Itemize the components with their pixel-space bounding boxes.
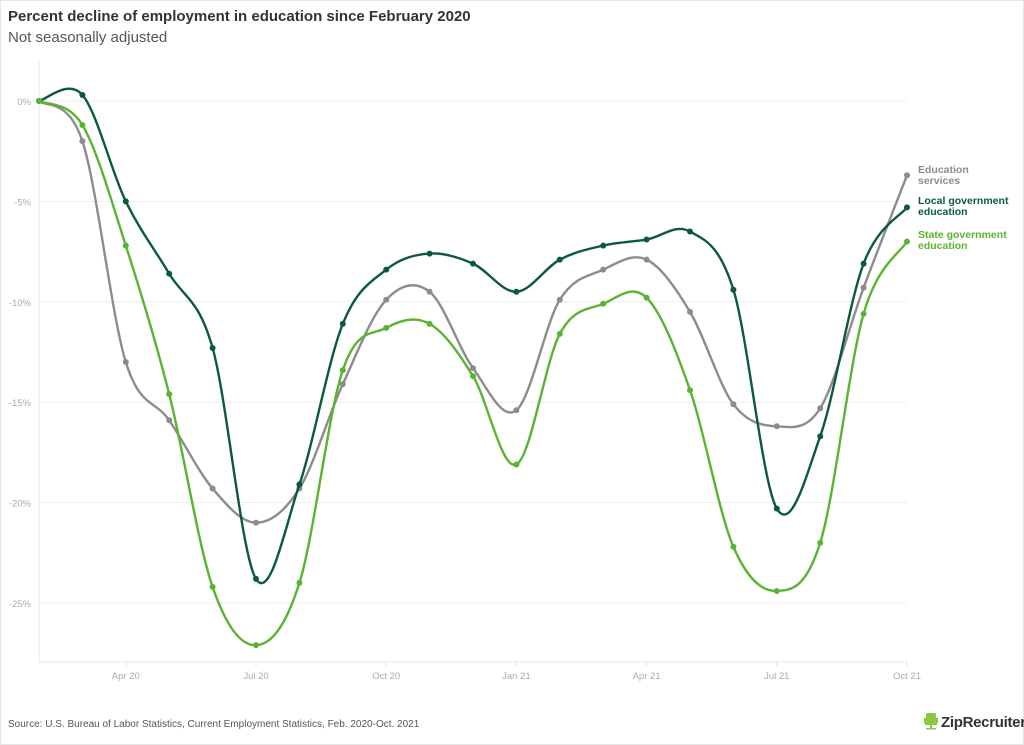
x-tick-label: Jan 21 bbox=[502, 671, 531, 682]
legend-label-line2: education bbox=[918, 240, 968, 252]
data-point[interactable] bbox=[687, 387, 693, 394]
data-point[interactable] bbox=[166, 391, 173, 398]
data-point[interactable] bbox=[79, 91, 86, 98]
data-point[interactable] bbox=[339, 381, 346, 388]
data-point[interactable] bbox=[426, 320, 433, 327]
data-point[interactable] bbox=[904, 204, 910, 211]
data-point[interactable] bbox=[556, 256, 563, 263]
chart-subtitle: Not seasonally adjusted bbox=[8, 29, 168, 46]
data-point[interactable] bbox=[773, 587, 780, 594]
data-point[interactable] bbox=[253, 575, 259, 582]
data-point[interactable] bbox=[470, 260, 476, 267]
data-point[interactable] bbox=[643, 256, 650, 263]
data-point[interactable] bbox=[383, 324, 390, 331]
data-point[interactable] bbox=[339, 320, 346, 327]
series-state-government-education bbox=[36, 98, 910, 649]
x-tick-label: Jul 21 bbox=[764, 671, 789, 682]
data-point[interactable] bbox=[904, 172, 910, 179]
x-tick-label: Oct 21 bbox=[893, 671, 921, 682]
data-point[interactable] bbox=[166, 270, 173, 277]
chair-icon bbox=[924, 713, 938, 730]
data-point[interactable] bbox=[296, 481, 303, 488]
data-point[interactable] bbox=[79, 122, 86, 129]
series-education-services bbox=[36, 98, 910, 526]
data-point[interactable] bbox=[773, 423, 780, 430]
data-point[interactable] bbox=[817, 433, 824, 440]
legend-label-line2: education bbox=[918, 206, 968, 218]
data-point[interactable] bbox=[253, 642, 259, 649]
data-point[interactable] bbox=[122, 242, 129, 249]
data-point[interactable] bbox=[773, 505, 780, 512]
source-note: Source: U.S. Bureau of Labor Statistics,… bbox=[8, 719, 420, 730]
legend-label-line2: services bbox=[918, 175, 961, 187]
y-tick-label: -15% bbox=[9, 398, 32, 409]
data-point[interactable] bbox=[643, 294, 650, 301]
series-lines bbox=[36, 87, 910, 649]
data-point[interactable] bbox=[643, 236, 650, 243]
legend-label-line1: Local government bbox=[918, 195, 1009, 207]
data-point[interactable] bbox=[730, 543, 737, 550]
data-point[interactable] bbox=[860, 284, 867, 291]
data-point[interactable] bbox=[600, 242, 607, 249]
data-point[interactable] bbox=[209, 344, 216, 351]
data-point[interactable] bbox=[600, 266, 607, 273]
data-point[interactable] bbox=[426, 288, 433, 295]
legend-education-services: Education services bbox=[918, 165, 969, 187]
data-point[interactable] bbox=[383, 296, 390, 303]
y-tick-label: -5% bbox=[14, 197, 31, 208]
x-tick-label: Jul 20 bbox=[243, 671, 268, 682]
data-point[interactable] bbox=[122, 359, 129, 366]
series-local-government-education bbox=[36, 87, 910, 585]
data-point[interactable] bbox=[904, 238, 910, 245]
data-point[interactable] bbox=[79, 138, 86, 145]
data-point[interactable] bbox=[860, 260, 867, 267]
data-point[interactable] bbox=[36, 98, 42, 104]
gridlines bbox=[39, 100, 907, 604]
data-point[interactable] bbox=[730, 286, 737, 293]
x-tick-label: Apr 20 bbox=[112, 671, 140, 682]
logo-text: ZipRecruiter bbox=[941, 713, 1024, 731]
y-tick-label: -10% bbox=[9, 298, 32, 309]
data-point[interactable] bbox=[817, 405, 824, 412]
data-point[interactable] bbox=[687, 308, 693, 315]
series-line bbox=[38, 99, 909, 647]
data-point[interactable] bbox=[556, 330, 563, 337]
data-point[interactable] bbox=[600, 300, 607, 307]
axes: 0% -5% -10% -15% -20% -25% Apr 20 Jul 20 Oct 20 J… bbox=[9, 60, 921, 682]
data-point[interactable] bbox=[296, 579, 303, 586]
y-tick-label: 0% bbox=[17, 97, 31, 108]
data-point[interactable] bbox=[253, 519, 259, 526]
chart-title: Percent decline of employment in educati… bbox=[8, 8, 471, 25]
data-point[interactable] bbox=[687, 228, 693, 235]
data-point[interactable] bbox=[383, 266, 390, 273]
data-point[interactable] bbox=[166, 417, 173, 424]
data-point[interactable] bbox=[513, 461, 520, 468]
legend-label-line1: State government bbox=[918, 229, 1007, 241]
legend-state-government-education: State government education bbox=[918, 230, 1007, 252]
series-line bbox=[38, 99, 909, 524]
data-point[interactable] bbox=[209, 485, 216, 492]
data-point[interactable] bbox=[513, 288, 520, 295]
data-point[interactable] bbox=[556, 296, 563, 303]
data-point[interactable] bbox=[860, 310, 867, 317]
x-tick-label: Apr 21 bbox=[633, 671, 661, 682]
ziprecruiter-logo: ZipRecruiter bbox=[924, 713, 1024, 731]
legend-label-line1: Education bbox=[918, 164, 969, 176]
data-point[interactable] bbox=[470, 365, 476, 372]
data-point[interactable] bbox=[209, 583, 216, 590]
data-point[interactable] bbox=[470, 373, 476, 380]
y-tick-label: -25% bbox=[9, 599, 32, 610]
data-point[interactable] bbox=[817, 539, 824, 546]
data-point[interactable] bbox=[513, 407, 520, 414]
data-point[interactable] bbox=[122, 198, 129, 205]
x-tick-label: Oct 20 bbox=[372, 671, 400, 682]
y-tick-label: -20% bbox=[9, 499, 32, 510]
data-point[interactable] bbox=[426, 250, 433, 257]
data-point[interactable] bbox=[339, 367, 346, 374]
data-point[interactable] bbox=[730, 401, 737, 408]
legend-local-government-education: Local government education bbox=[918, 196, 1008, 218]
